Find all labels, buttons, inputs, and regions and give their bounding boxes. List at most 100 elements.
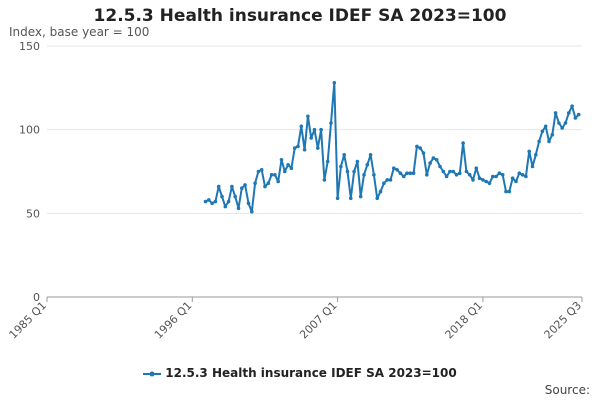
data-point[interactable] [461, 141, 465, 145]
data-point[interactable] [382, 181, 386, 185]
data-point[interactable] [299, 124, 304, 129]
data-point[interactable] [296, 144, 300, 149]
data-point[interactable] [454, 173, 459, 177]
data-point[interactable] [365, 163, 370, 167]
data-point[interactable] [352, 169, 356, 174]
data-point[interactable] [477, 176, 482, 180]
data-point[interactable] [279, 158, 284, 162]
data-point[interactable] [408, 171, 413, 175]
data-point[interactable] [530, 164, 535, 169]
data-point[interactable] [392, 166, 396, 170]
data-point[interactable] [418, 146, 423, 150]
data-point[interactable] [269, 173, 274, 177]
data-point[interactable] [567, 111, 571, 115]
data-point[interactable] [467, 173, 472, 177]
data-point[interactable] [481, 178, 485, 182]
data-point[interactable] [378, 189, 383, 194]
data-point[interactable] [342, 153, 347, 157]
data-point[interactable] [431, 156, 436, 160]
data-point[interactable] [358, 194, 363, 199]
data-point[interactable] [319, 127, 323, 132]
data-point[interactable] [425, 173, 429, 177]
data-point[interactable] [514, 179, 518, 184]
data-point[interactable] [520, 173, 525, 177]
data-point[interactable] [302, 147, 307, 152]
data-point[interactable] [263, 184, 267, 189]
data-point[interactable] [421, 151, 426, 155]
data-point[interactable] [510, 176, 515, 180]
data-point[interactable] [471, 178, 475, 182]
data-point[interactable] [557, 121, 561, 125]
data-point[interactable] [395, 168, 399, 172]
data-point[interactable] [547, 139, 551, 144]
data-point[interactable] [329, 121, 333, 125]
data-point[interactable] [273, 173, 277, 177]
data-point[interactable] [233, 194, 237, 199]
data-point[interactable] [276, 179, 281, 184]
data-point[interactable] [250, 209, 254, 214]
data-point[interactable] [563, 121, 568, 125]
data-point[interactable] [372, 173, 376, 177]
data-point[interactable] [246, 201, 251, 206]
data-point[interactable] [243, 183, 247, 187]
data-point[interactable] [240, 186, 244, 190]
data-point[interactable] [543, 124, 548, 129]
data-point[interactable] [458, 171, 462, 175]
data-point[interactable] [504, 189, 508, 194]
data-point[interactable] [388, 178, 393, 182]
data-point[interactable] [507, 189, 512, 194]
data-point[interactable] [494, 174, 498, 179]
data-point[interactable] [448, 169, 452, 174]
data-point[interactable] [362, 173, 366, 177]
data-point[interactable] [216, 184, 221, 189]
data-point[interactable] [325, 159, 330, 164]
data-point[interactable] [570, 104, 574, 108]
data-point[interactable] [405, 171, 409, 175]
data-point[interactable] [256, 169, 261, 174]
data-point[interactable] [550, 132, 555, 137]
data-point[interactable] [355, 159, 360, 164]
data-point[interactable] [316, 146, 320, 150]
data-point[interactable] [398, 171, 403, 175]
data-point[interactable] [553, 111, 558, 115]
data-point[interactable] [253, 181, 257, 185]
data-point[interactable] [322, 178, 327, 182]
data-point[interactable] [230, 184, 234, 189]
data-point[interactable] [335, 196, 340, 201]
data-point[interactable] [517, 171, 522, 175]
data-point[interactable] [487, 181, 492, 185]
data-point[interactable] [497, 171, 502, 175]
data-point[interactable] [306, 114, 310, 119]
data-point[interactable] [375, 196, 380, 201]
data-point[interactable] [411, 171, 416, 175]
series-line[interactable] [205, 81, 580, 213]
source-label[interactable]: Source: [544, 383, 590, 397]
series-health-insurance[interactable] [203, 81, 581, 214]
data-point[interactable] [573, 116, 578, 120]
data-point[interactable] [500, 173, 505, 177]
data-point[interactable] [289, 166, 294, 170]
data-point[interactable] [292, 146, 297, 150]
data-point[interactable] [332, 81, 337, 85]
data-point[interactable] [312, 127, 317, 132]
data-point[interactable] [484, 179, 489, 184]
data-point[interactable] [345, 169, 350, 174]
data-point[interactable] [434, 158, 439, 162]
data-point[interactable] [527, 149, 531, 154]
data-point[interactable] [401, 174, 406, 179]
data-point[interactable] [415, 144, 419, 149]
data-point[interactable] [534, 153, 538, 157]
data-point[interactable] [213, 199, 218, 204]
data-point[interactable] [283, 169, 287, 174]
data-point[interactable] [441, 169, 446, 174]
data-point[interactable] [451, 169, 456, 174]
data-point[interactable] [349, 196, 353, 201]
data-point[interactable] [438, 164, 442, 169]
data-point[interactable] [223, 204, 228, 209]
data-point[interactable] [339, 164, 343, 169]
data-point[interactable] [259, 168, 264, 172]
data-point[interactable] [428, 161, 432, 165]
data-point[interactable] [309, 136, 314, 140]
data-point[interactable] [474, 166, 479, 170]
data-point[interactable] [210, 201, 214, 206]
